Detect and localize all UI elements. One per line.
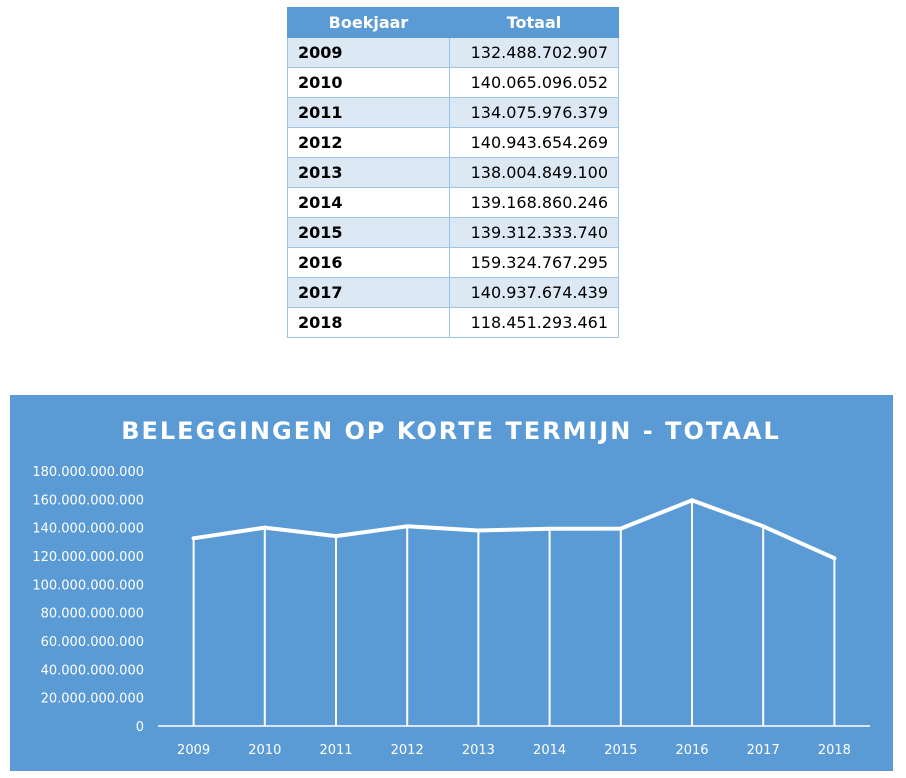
year-cell: 2012 bbox=[287, 127, 450, 158]
x-tick-label: 2018 bbox=[818, 743, 851, 758]
data-point bbox=[334, 534, 338, 539]
x-tick-label: 2016 bbox=[675, 743, 708, 758]
x-tick-label: 2015 bbox=[604, 743, 637, 758]
year-cell: 2011 bbox=[287, 97, 450, 128]
y-tick-label: 40.000.000.000 bbox=[41, 663, 144, 678]
year-cell: 2017 bbox=[287, 277, 450, 308]
total-cell: 159.324.767.295 bbox=[449, 247, 619, 278]
y-tick-label: 140.000.000.000 bbox=[32, 522, 144, 537]
y-tick-label: 0 bbox=[136, 720, 144, 735]
total-cell: 134.075.976.379 bbox=[449, 97, 619, 128]
y-tick-label: 20.000.000.000 bbox=[41, 692, 144, 707]
table-row: 2011 134.075.976.379 bbox=[287, 97, 619, 128]
table-row: 2013 138.004.849.100 bbox=[287, 157, 619, 188]
data-point bbox=[191, 536, 196, 541]
table-row: 2010 140.065.096.052 bbox=[287, 67, 619, 98]
x-tick-label: 2009 bbox=[177, 743, 210, 758]
column-header-boekjaar: Boekjaar bbox=[287, 7, 450, 38]
table-row: 2009 132.488.702.907 bbox=[287, 37, 619, 68]
table-row: 2012 140.943.654.269 bbox=[287, 127, 619, 158]
data-table: Boekjaar Totaal 2009 132.488.702.907 201… bbox=[287, 7, 619, 338]
y-tick-label: 160.000.000.000 bbox=[32, 493, 144, 508]
x-tick-label: 2014 bbox=[533, 743, 566, 758]
total-cell: 132.488.702.907 bbox=[449, 37, 619, 68]
x-tick-label: 2011 bbox=[319, 743, 352, 758]
y-tick-label: 100.000.000.000 bbox=[32, 578, 144, 593]
year-cell: 2015 bbox=[287, 217, 450, 248]
total-cell: 139.312.333.740 bbox=[449, 217, 619, 248]
y-tick-label: 80.000.000.000 bbox=[41, 607, 144, 622]
x-tick-label: 2010 bbox=[248, 743, 281, 758]
year-cell: 2014 bbox=[287, 187, 450, 218]
year-cell: 2018 bbox=[287, 307, 450, 338]
x-tick-label: 2013 bbox=[462, 743, 495, 758]
chart-title: BELEGGINGEN OP KORTE TERMIJN - TOTAAL bbox=[121, 417, 781, 445]
data-point bbox=[832, 556, 837, 561]
total-cell: 140.937.674.439 bbox=[449, 277, 619, 308]
y-tick-label: 60.000.000.000 bbox=[41, 635, 144, 650]
data-point bbox=[618, 526, 623, 531]
data-point bbox=[690, 498, 694, 503]
y-tick-label: 180.000.000.000 bbox=[32, 465, 144, 480]
data-point bbox=[761, 524, 766, 529]
table-row: 2015 139.312.333.740 bbox=[287, 217, 619, 248]
total-cell: 138.004.849.100 bbox=[449, 157, 619, 188]
data-point bbox=[547, 526, 552, 531]
table-header-row: Boekjaar Totaal bbox=[287, 7, 619, 38]
line-chart: BELEGGINGEN OP KORTE TERMIJN - TOTAAL 0 2… bbox=[32, 417, 870, 758]
x-tick-label: 2017 bbox=[747, 743, 780, 758]
series-line bbox=[193, 498, 836, 561]
year-cell: 2016 bbox=[287, 247, 450, 278]
table-row: 2017 140.937.674.439 bbox=[287, 277, 619, 308]
year-cell: 2009 bbox=[287, 37, 450, 68]
x-tick-label: 2012 bbox=[391, 743, 424, 758]
table-row: 2014 139.168.860.246 bbox=[287, 187, 619, 218]
column-header-totaal: Totaal bbox=[449, 7, 619, 38]
total-cell: 118.451.293.461 bbox=[449, 307, 619, 338]
data-point bbox=[405, 524, 410, 529]
data-point bbox=[476, 528, 481, 533]
total-cell: 139.168.860.246 bbox=[449, 187, 619, 218]
table-row: 2018 118.451.293.461 bbox=[287, 307, 619, 338]
year-cell: 2010 bbox=[287, 67, 450, 98]
chart-panel: BELEGGINGEN OP KORTE TERMIJN - TOTAAL 0 2… bbox=[10, 395, 893, 771]
y-tick-label: 120.000.000.000 bbox=[32, 550, 144, 565]
total-cell: 140.943.654.269 bbox=[449, 127, 619, 158]
year-cell: 2013 bbox=[287, 157, 450, 188]
data-point bbox=[262, 525, 267, 530]
table-row: 2016 159.324.767.295 bbox=[287, 247, 619, 278]
total-cell: 140.065.096.052 bbox=[449, 67, 619, 98]
